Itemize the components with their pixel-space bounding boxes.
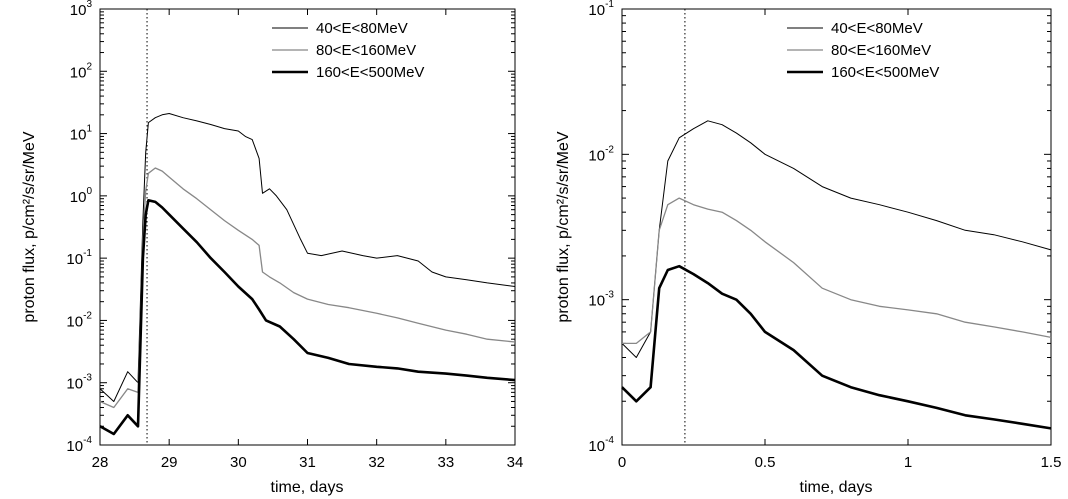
x-tick-label: 0 [618, 454, 626, 471]
y-tick-base: 10 [588, 147, 605, 164]
y-tick-exponent: -3 [605, 290, 614, 301]
y-tick-exponent: -4 [83, 435, 92, 446]
y-tick-label: 100 [70, 186, 93, 206]
y-tick-exponent: -1 [605, 0, 614, 10]
y-tick-base: 10 [70, 64, 87, 81]
y-tick-label: 10-3 [588, 290, 614, 310]
left-plot-frame [99, 8, 516, 446]
left-panel: 28 29 30 31 32 33 3410-410-310-210-11001011021… [21, 0, 523, 496]
y-tick-base: 10 [66, 438, 83, 455]
y-tick-label: 102 [70, 61, 93, 81]
x-tick-label: 29 [161, 454, 178, 471]
y-tick-base: 10 [588, 2, 605, 19]
x-tick-label: 30 [230, 454, 247, 471]
right-plot-frame [621, 8, 1052, 446]
y-tick-exponent: -1 [83, 248, 92, 259]
y-tick-exponent: -4 [605, 435, 614, 446]
legend-entry: 40<E<80MeV [316, 20, 408, 37]
y-tick-exponent: 0 [86, 186, 92, 197]
right-panel: 0 0.5 1 1.510-410-310-210-1 40<E<80MeV80<E<… [555, 0, 1061, 496]
x-tick-label: 31 [299, 454, 316, 471]
left-ticks: 28 29 30 31 32 33 3410-410-310-210-11001011021… [66, 0, 523, 471]
x-tick-label: 33 [437, 454, 454, 471]
x-tick-label: 1 [904, 454, 912, 471]
right-series [621, 9, 1052, 445]
y-tick-base: 10 [70, 189, 87, 206]
right-y-axis-label: proton flux, p/cm²/s/sr/MeV [555, 131, 572, 322]
x-tick-label: 0.5 [755, 454, 776, 471]
y-tick-label: 10-1 [588, 0, 614, 19]
right-x-axis-label: time, days [800, 479, 873, 496]
legend-entry: 80<E<160MeV [316, 42, 416, 59]
y-tick-base: 10 [66, 313, 83, 330]
series-line-1 [99, 113, 516, 402]
legend-entry: 160<E<500MeV [316, 64, 424, 81]
right-legend: 40<E<80MeV 80<E<160MeV 160<E<500MeV [787, 20, 939, 81]
y-tick-exponent: 1 [86, 124, 92, 135]
y-tick-base: 10 [588, 293, 605, 310]
y-tick-base: 10 [66, 376, 83, 393]
series-line-2 [99, 167, 516, 409]
y-tick-exponent: -2 [83, 310, 92, 321]
y-tick-label: 10-4 [66, 435, 92, 455]
y-tick-base: 10 [70, 2, 87, 19]
right-ticks: 0 0.5 1 1.510-410-310-210-1 [588, 0, 1061, 471]
x-tick-label: 32 [368, 454, 385, 471]
x-tick-label: 1.5 [1041, 454, 1062, 471]
y-tick-exponent: 2 [86, 61, 92, 72]
legend-entry: 160<E<500MeV [831, 64, 939, 81]
y-tick-exponent: -2 [605, 144, 614, 155]
y-tick-label: 10-1 [66, 248, 92, 268]
legend-entry: 40<E<80MeV [831, 20, 923, 37]
series-line-2 [622, 197, 1052, 345]
x-tick-label: 34 [507, 454, 524, 471]
y-tick-exponent: -3 [83, 373, 92, 384]
y-tick-base: 10 [588, 438, 605, 455]
x-tick-label: 28 [92, 454, 109, 471]
series-line-1 [621, 120, 1052, 358]
y-tick-label: 101 [70, 124, 93, 144]
series-line-3 [621, 264, 1052, 430]
y-tick-label: 10-2 [66, 310, 92, 330]
y-tick-base: 10 [66, 251, 83, 268]
legend-entry: 80<E<160MeV [831, 42, 931, 59]
left-series [99, 9, 516, 445]
y-tick-label: 10-3 [66, 373, 92, 393]
left-x-axis-label: time, days [271, 479, 344, 496]
y-tick-label: 103 [70, 0, 93, 19]
y-tick-exponent: 3 [86, 0, 92, 10]
series-line-3 [99, 199, 516, 436]
y-tick-base: 10 [70, 127, 87, 144]
y-tick-label: 10-2 [588, 144, 614, 164]
y-tick-label: 10-4 [588, 435, 614, 455]
left-y-axis-label: proton flux, p/cm²/s/sr/MeV [21, 131, 38, 322]
left-legend: 40<E<80MeV 80<E<160MeV 160<E<500MeV [272, 20, 424, 81]
